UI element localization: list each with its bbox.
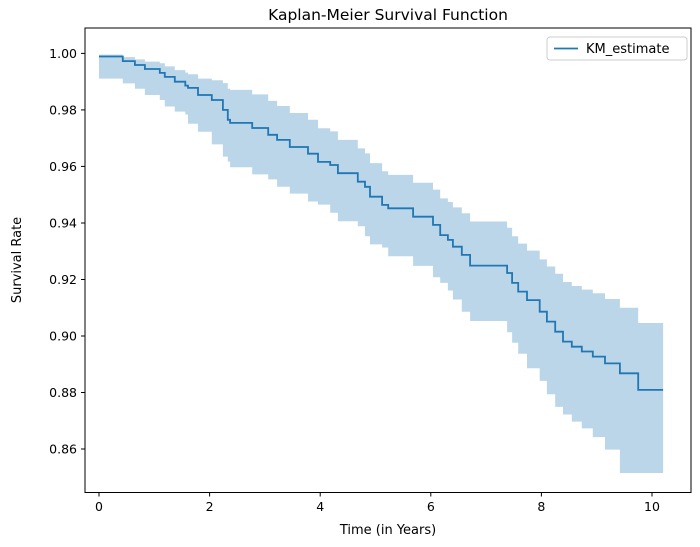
x-tick-label: 0 (95, 499, 103, 514)
x-tick-label: 4 (316, 499, 324, 514)
chart-title: Kaplan-Meier Survival Function (268, 6, 508, 24)
x-tick-label: 6 (427, 499, 435, 514)
plot-area (85, 28, 691, 493)
y-tick-label: 1.00 (49, 46, 77, 61)
y-axis-ticks: 1.00 0.98 0.96 0.94 0.92 0.90 0.88 0.86 (49, 46, 85, 457)
y-tick-label: 0.96 (49, 159, 77, 174)
legend: KM_estimate (546, 36, 688, 61)
y-tick-label: 0.98 (49, 102, 77, 117)
y-tick-label: 0.86 (49, 442, 77, 457)
confidence-band (99, 54, 664, 473)
km-estimate-line (99, 55, 664, 391)
y-tick-label: 0.88 (49, 385, 77, 400)
x-tick-label: 2 (206, 499, 214, 514)
legend-label: KM_estimate (586, 42, 669, 57)
x-tick-label: 10 (644, 499, 660, 514)
y-tick-label: 0.90 (49, 329, 77, 344)
y-tick-label: 0.94 (49, 216, 77, 231)
x-tick-label: 8 (537, 499, 545, 514)
axes-frame (84, 27, 692, 493)
legend-box (546, 36, 688, 61)
y-tick-label: 0.92 (49, 272, 77, 287)
x-axis-label: Time (in Years) (339, 523, 436, 538)
x-axis-ticks: 0 2 4 6 8 10 (95, 492, 660, 514)
y-axis-label: Survival Rate (10, 217, 25, 303)
